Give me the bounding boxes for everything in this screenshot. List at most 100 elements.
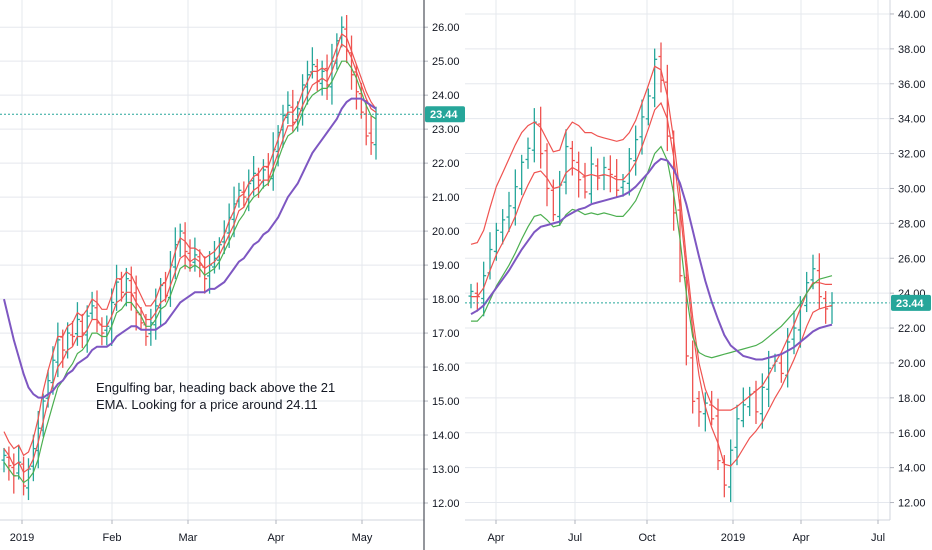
y-tick-label: 18.00 [898, 393, 926, 405]
y-tick-label: 28.00 [898, 218, 926, 230]
ohlc-bar [544, 143, 550, 207]
last-price-label: 23.44 [896, 298, 924, 310]
ohlc-bar [778, 352, 784, 383]
y-tick-label: 30.00 [898, 183, 926, 195]
x-tick-label: Apr [792, 532, 809, 544]
ohlc-bar [696, 391, 702, 427]
ohlc-bar [153, 288, 159, 340]
y-tick-label: 26.00 [432, 22, 460, 34]
daily-moving-averages [0, 33, 424, 484]
moving-average-line [3, 33, 377, 457]
ohlc-bar [569, 140, 575, 176]
last-price-badge[interactable]: 23.44 [425, 106, 465, 123]
x-tick-label: Feb [103, 532, 122, 544]
moving-average-line [470, 65, 832, 411]
y-tick-label: 17.00 [432, 328, 460, 340]
ohlc-bar [734, 404, 740, 466]
ohlc-bar [538, 106, 544, 169]
y-tick-label: 20.00 [898, 358, 926, 370]
ohlc-bar [192, 237, 198, 272]
ohlc-bar [620, 173, 626, 197]
weekly-moving-averages [465, 65, 890, 467]
ohlc-bar [6, 446, 12, 481]
ohlc-bar [690, 340, 696, 414]
ohlc-bar [804, 271, 810, 313]
x-tick-label: 2019 [721, 532, 745, 544]
daily-price-axis[interactable]: 12.00 13.00 14.00 15.00 16.00 17.00 18.00 19.00… [423, 0, 465, 520]
ohlc-bar [481, 261, 487, 317]
ohlc-bar [563, 129, 569, 195]
moving-average-line [471, 101, 833, 467]
y-tick-label: 38.00 [898, 44, 926, 56]
ohlc-bar [702, 392, 708, 432]
ohlc-bar [766, 350, 772, 408]
y-tick-label: 23.00 [432, 124, 460, 136]
ohlc-bar [607, 155, 613, 193]
y-tick-label: 24.00 [432, 90, 460, 102]
y-tick-label: 19.00 [432, 260, 460, 272]
y-tick-label: 26.00 [898, 253, 926, 265]
moving-average-line [3, 43, 377, 474]
last-price-badge[interactable]: 23.44 [891, 294, 931, 311]
y-tick-label: 40.00 [898, 9, 926, 21]
y-tick-label: 15.00 [432, 396, 460, 408]
y-tick-label: 34.00 [898, 114, 926, 126]
x-tick-label: Mar [179, 532, 198, 544]
y-tick-label: 14.00 [898, 463, 926, 475]
y-tick-label: 21.00 [432, 192, 460, 204]
y-tick-label: 12.00 [898, 498, 926, 510]
ohlc-bar [358, 82, 364, 119]
ohlc-bar [525, 137, 531, 169]
ohlc-bar [21, 456, 27, 496]
ohlc-bar [89, 291, 95, 320]
daily-grid [0, 0, 424, 520]
ohlc-bar [645, 88, 651, 126]
ohlc-bar [1, 447, 7, 473]
ohlc-bar [187, 239, 193, 272]
daily-chart-pane[interactable]: 12.00 13.00 14.00 15.00 16.00 17.00 18.00 19.00… [0, 0, 465, 544]
ohlc-bar [759, 373, 765, 429]
ohlc-bar [519, 154, 525, 196]
y-tick-label: 16.00 [432, 362, 460, 374]
weekly-price-axis[interactable]: 12.0014.0016.0018.0020.0022.0024.0026.00… [889, 0, 931, 520]
ohlc-bar [74, 302, 80, 346]
ohlc-bar [550, 179, 556, 222]
y-tick-label: 14.00 [432, 430, 460, 442]
last-price-label: 23.44 [430, 109, 458, 121]
y-tick-label: 22.00 [432, 158, 460, 170]
ohlc-bar [500, 209, 506, 245]
ohlc-bar [182, 222, 188, 270]
ohlc-bar [614, 159, 620, 197]
weekly-grid [465, 0, 890, 520]
y-tick-label: 36.00 [898, 79, 926, 91]
moving-average-line [471, 145, 833, 359]
ohlc-bar [506, 191, 512, 233]
ohlc-bar [816, 253, 822, 309]
y-tick-label: 16.00 [898, 428, 926, 440]
weekly-chart-pane[interactable]: 12.0014.0016.0018.0020.0022.0024.0026.00… [465, 0, 931, 544]
ohlc-bar [70, 320, 76, 346]
x-tick-label: Jul [871, 532, 885, 544]
moving-average-line [3, 60, 377, 484]
daily-time-axis[interactable]: 2019 Feb Mar Apr May [0, 519, 424, 544]
ohlc-bar [652, 48, 658, 108]
moving-average-line [3, 97, 377, 399]
y-tick-label: 13.00 [432, 464, 460, 476]
x-tick-label: Apr [267, 532, 284, 544]
weekly-time-axis[interactable]: Apr Jul Oct 2019 Apr Jul [465, 519, 890, 544]
y-tick-label: 12.00 [432, 498, 460, 510]
x-tick-label: May [352, 532, 373, 544]
ohlc-bar [368, 115, 374, 155]
y-tick-label: 32.00 [898, 149, 926, 161]
y-tick-label: 22.00 [898, 323, 926, 335]
y-tick-label: 25.00 [432, 56, 460, 68]
ohlc-bar [664, 64, 670, 152]
y-tick-label: 20.00 [432, 226, 460, 238]
ohlc-bar [728, 439, 734, 502]
ohlc-bar [633, 125, 639, 176]
ohlc-bar [576, 151, 582, 198]
annotation-line-1: Engulfing bar, heading back above the 21 [96, 380, 335, 395]
x-tick-label: Jul [568, 532, 582, 544]
